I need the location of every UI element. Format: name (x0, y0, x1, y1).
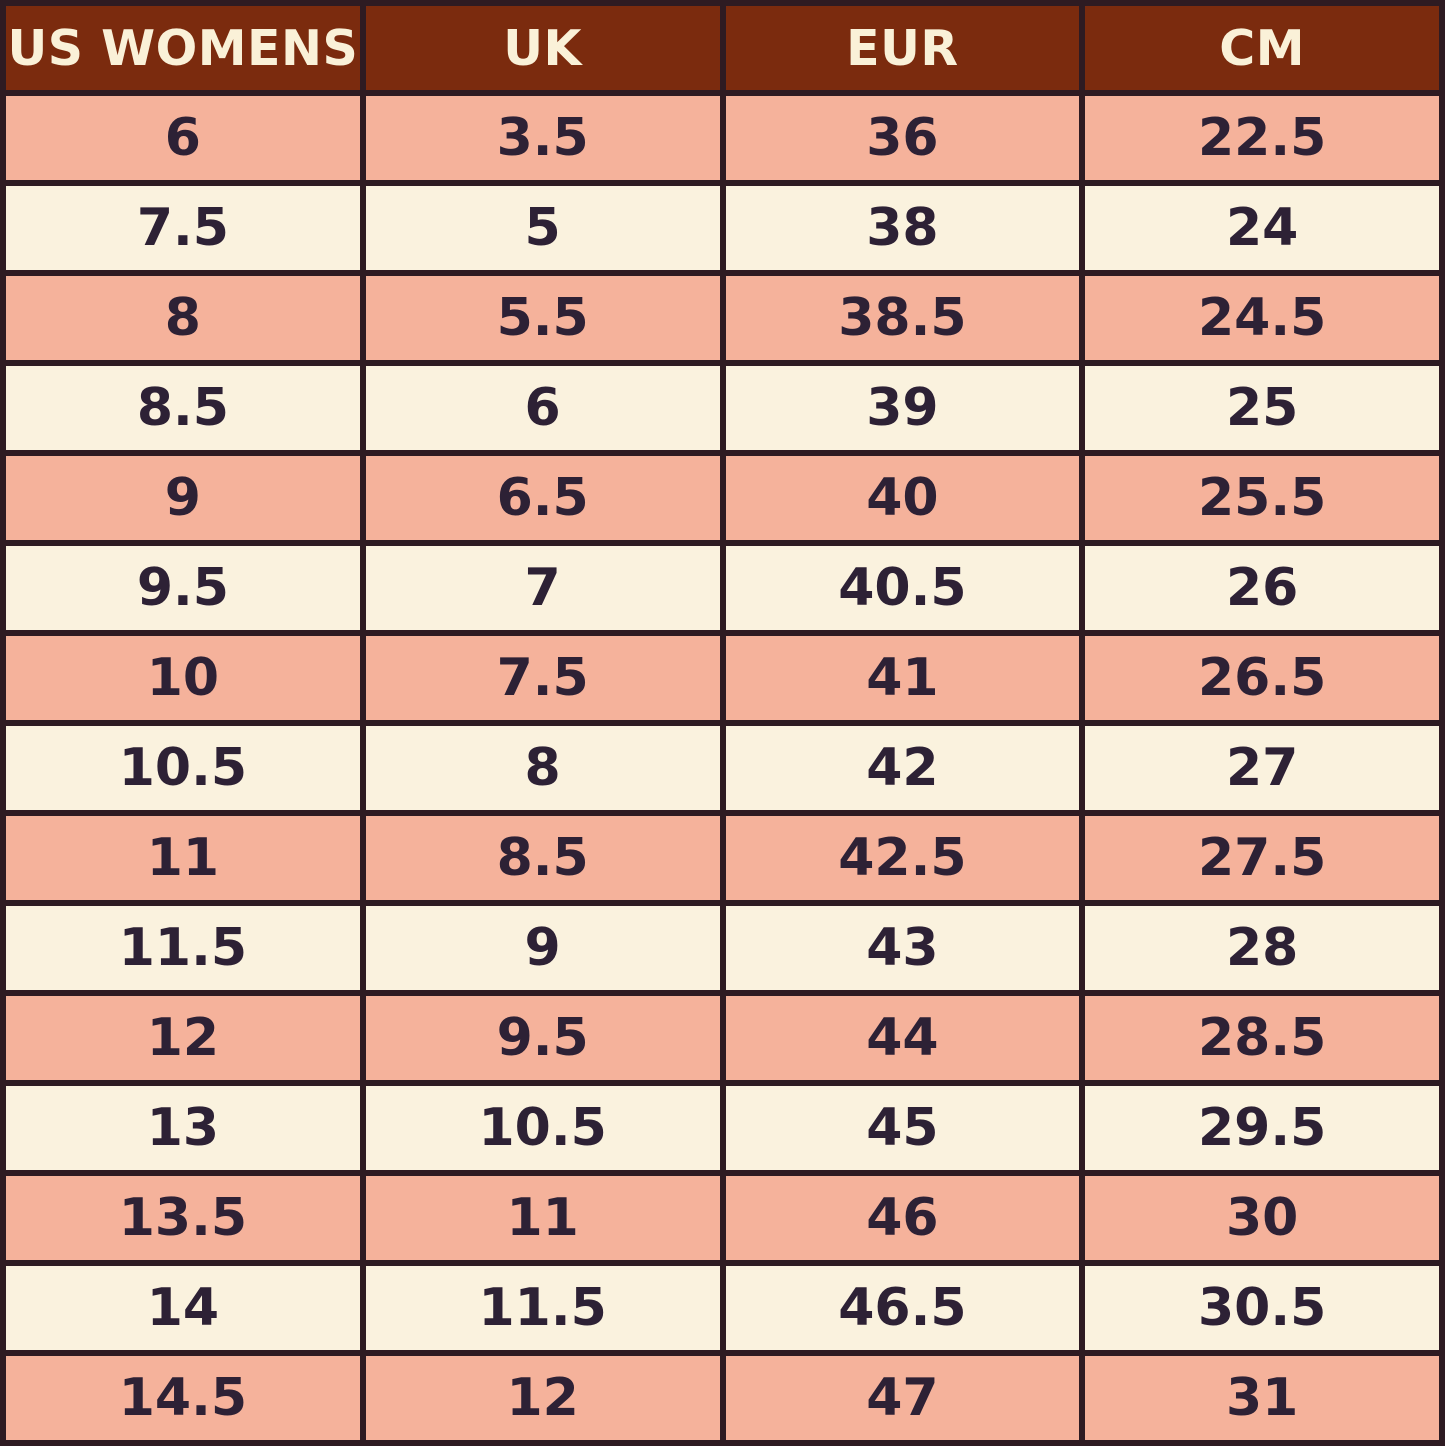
table-row: 11.5 9 43 28 (0, 900, 1445, 996)
cell-us: 10.5 (0, 720, 366, 816)
header-cm: CM (1079, 0, 1445, 96)
cell-uk: 3.5 (359, 90, 726, 186)
cell-cm: 28 (1079, 900, 1445, 996)
cell-eur: 44 (719, 990, 1086, 1086)
cell-eur: 46 (719, 1170, 1086, 1266)
cell-eur: 40.5 (719, 540, 1086, 636)
cell-us: 8.5 (0, 360, 366, 456)
table-row: 8.5 6 39 25 (0, 360, 1445, 456)
cell-cm: 24 (1079, 180, 1445, 276)
cell-eur: 42.5 (719, 810, 1086, 906)
table-row: 7.5 5 38 24 (0, 180, 1445, 276)
header-eur: EUR (719, 0, 1086, 96)
cell-cm: 24.5 (1079, 270, 1445, 366)
cell-eur: 41 (719, 630, 1086, 726)
cell-uk: 7.5 (359, 630, 726, 726)
table-row: 10.5 8 42 27 (0, 720, 1445, 816)
cell-uk: 5 (359, 180, 726, 276)
cell-us: 13 (0, 1080, 366, 1176)
cell-cm: 31 (1079, 1350, 1445, 1446)
cell-eur: 38.5 (719, 270, 1086, 366)
table-row: 13.5 11 46 30 (0, 1170, 1445, 1266)
cell-us: 14 (0, 1260, 366, 1356)
cell-uk: 11.5 (359, 1260, 726, 1356)
table-row: 8 5.5 38.5 24.5 (0, 270, 1445, 366)
cell-cm: 26.5 (1079, 630, 1445, 726)
cell-uk: 9.5 (359, 990, 726, 1086)
cell-cm: 30.5 (1079, 1260, 1445, 1356)
table-row: 12 9.5 44 28.5 (0, 990, 1445, 1086)
cell-us: 6 (0, 90, 366, 186)
cell-uk: 10.5 (359, 1080, 726, 1176)
cell-cm: 25.5 (1079, 450, 1445, 546)
cell-uk: 7 (359, 540, 726, 636)
cell-uk: 6.5 (359, 450, 726, 546)
table-row: 14.5 12 47 31 (0, 1350, 1445, 1446)
cell-eur: 39 (719, 360, 1086, 456)
cell-eur: 43 (719, 900, 1086, 996)
cell-cm: 30 (1079, 1170, 1445, 1266)
cell-us: 11.5 (0, 900, 366, 996)
cell-uk: 5.5 (359, 270, 726, 366)
cell-cm: 27.5 (1079, 810, 1445, 906)
cell-cm: 25 (1079, 360, 1445, 456)
table-row: 13 10.5 45 29.5 (0, 1080, 1445, 1176)
header-us-womens: US WOMENS (0, 0, 366, 96)
cell-uk: 9 (359, 900, 726, 996)
cell-cm: 22.5 (1079, 90, 1445, 186)
cell-eur: 36 (719, 90, 1086, 186)
cell-eur: 42 (719, 720, 1086, 816)
cell-us: 9.5 (0, 540, 366, 636)
cell-us: 12 (0, 990, 366, 1086)
cell-uk: 8 (359, 720, 726, 816)
table-body: 6 3.5 36 22.5 7.5 5 38 24 8 5.5 38.5 24.… (0, 90, 1445, 1446)
cell-cm: 27 (1079, 720, 1445, 816)
cell-eur: 47 (719, 1350, 1086, 1446)
cell-us: 14.5 (0, 1350, 366, 1446)
cell-cm: 26 (1079, 540, 1445, 636)
cell-uk: 12 (359, 1350, 726, 1446)
cell-eur: 40 (719, 450, 1086, 546)
table-row: 10 7.5 41 26.5 (0, 630, 1445, 726)
cell-uk: 6 (359, 360, 726, 456)
cell-us: 9 (0, 450, 366, 546)
cell-cm: 28.5 (1079, 990, 1445, 1086)
cell-uk: 11 (359, 1170, 726, 1266)
table-row: 14 11.5 46.5 30.5 (0, 1260, 1445, 1356)
table-header: US WOMENS UK EUR CM (0, 0, 1445, 96)
table-row: 6 3.5 36 22.5 (0, 90, 1445, 186)
cell-uk: 8.5 (359, 810, 726, 906)
cell-eur: 38 (719, 180, 1086, 276)
cell-us: 13.5 (0, 1170, 366, 1266)
cell-us: 11 (0, 810, 366, 906)
cell-us: 10 (0, 630, 366, 726)
cell-us: 7.5 (0, 180, 366, 276)
header-uk: UK (359, 0, 726, 96)
cell-us: 8 (0, 270, 366, 366)
cell-eur: 46.5 (719, 1260, 1086, 1356)
cell-cm: 29.5 (1079, 1080, 1445, 1176)
header-row: US WOMENS UK EUR CM (0, 0, 1445, 96)
table-row: 9 6.5 40 25.5 (0, 450, 1445, 546)
table-row: 9.5 7 40.5 26 (0, 540, 1445, 636)
table-row: 11 8.5 42.5 27.5 (0, 810, 1445, 906)
cell-eur: 45 (719, 1080, 1086, 1176)
